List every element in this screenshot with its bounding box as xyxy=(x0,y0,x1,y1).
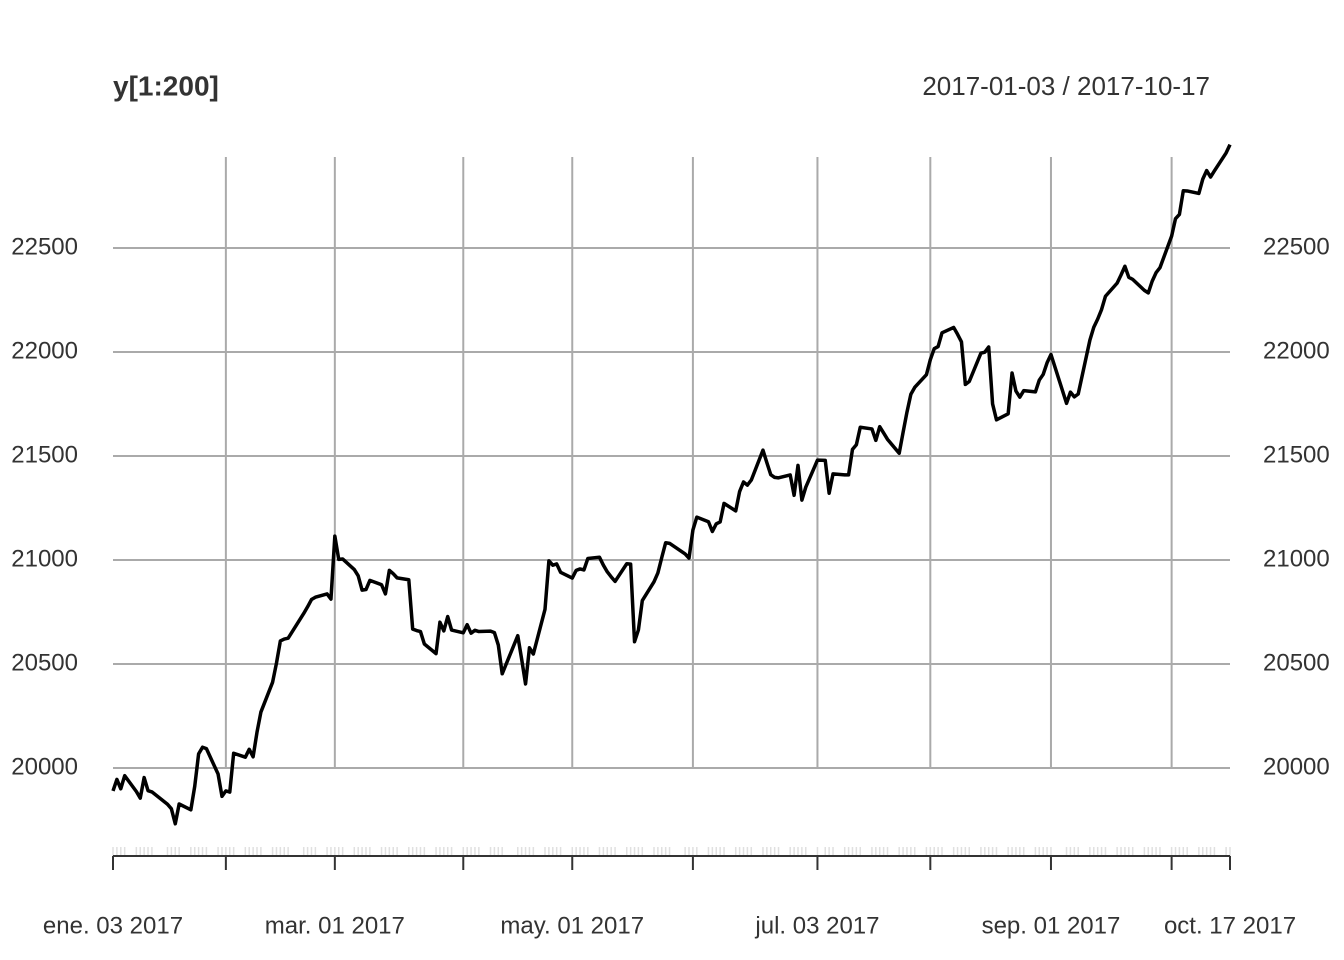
y-tick-label: 22000 xyxy=(11,337,78,364)
y-tick-label: 22500 xyxy=(11,233,78,260)
price-line xyxy=(111,143,1232,826)
chart-title: y[1:200] xyxy=(113,70,219,101)
y2-tick-label: 22500 xyxy=(1263,233,1330,260)
y2-tick-label: 22000 xyxy=(1263,337,1330,364)
x-tick-label: may. 01 2017 xyxy=(500,912,644,939)
date-range: 2017-01-03 / 2017-10-17 xyxy=(922,71,1210,101)
y2-tick-label: 20500 xyxy=(1263,649,1330,676)
y2-tick-label: 20000 xyxy=(1263,753,1330,780)
y-tick-label: 21500 xyxy=(11,441,78,468)
y-tick-label: 21000 xyxy=(11,545,78,572)
y2-tick-label: 21000 xyxy=(1263,545,1330,572)
x-tick-label: jul. 03 2017 xyxy=(754,912,879,939)
x-tick-label: sep. 01 2017 xyxy=(982,912,1121,939)
y-tick-label: 20500 xyxy=(11,649,78,676)
x-tick-label: ene. 03 2017 xyxy=(43,912,183,939)
x-tick-label: oct. 17 2017 xyxy=(1164,912,1296,939)
y2-tick-label: 21500 xyxy=(1263,441,1330,468)
y-tick-label: 20000 xyxy=(11,753,78,780)
x-tick-label: mar. 01 2017 xyxy=(265,912,405,939)
